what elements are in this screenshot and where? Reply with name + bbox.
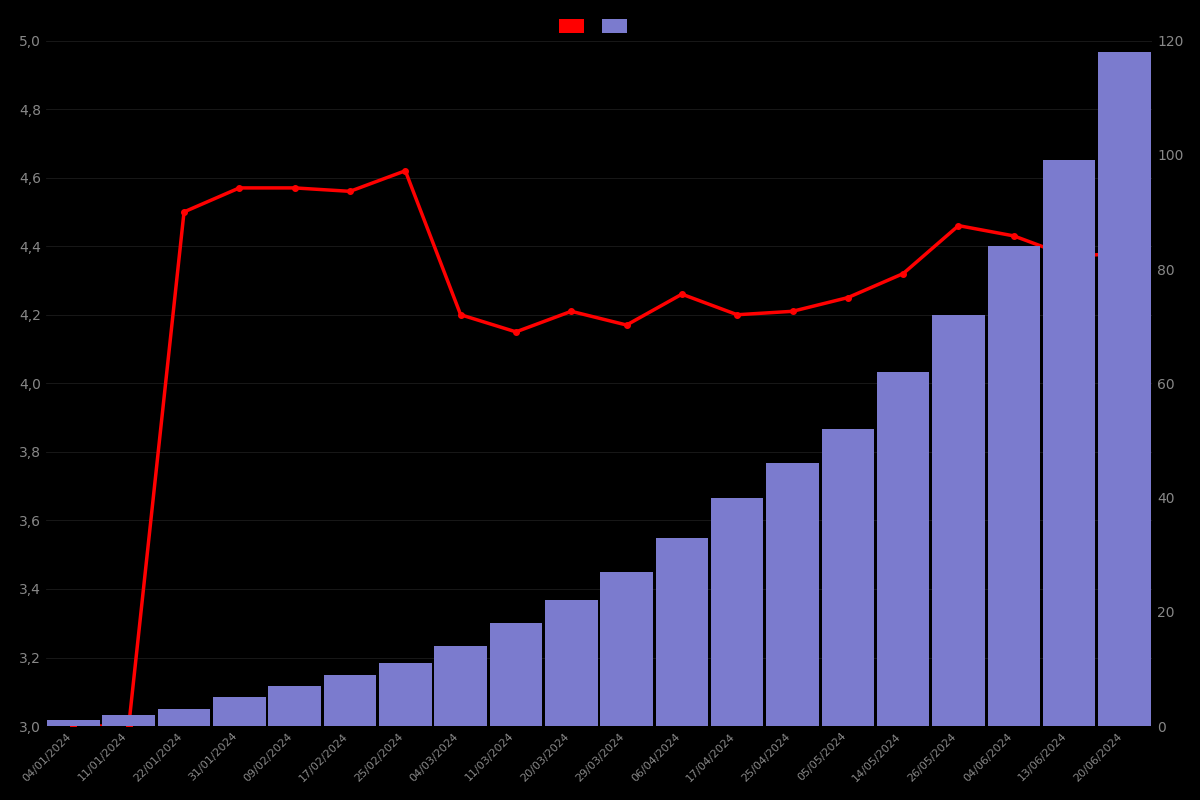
Bar — [877, 372, 930, 726]
Bar — [214, 698, 265, 726]
Bar — [1098, 52, 1151, 726]
Bar — [269, 686, 320, 726]
Bar — [545, 600, 598, 726]
Bar — [379, 663, 432, 726]
Bar — [490, 623, 542, 726]
Bar — [157, 709, 210, 726]
Bar — [710, 498, 763, 726]
Bar — [324, 674, 377, 726]
Bar — [600, 572, 653, 726]
Bar — [767, 463, 818, 726]
Bar — [822, 429, 874, 726]
Bar — [988, 246, 1040, 726]
Bar — [47, 720, 100, 726]
Bar — [434, 646, 487, 726]
Bar — [932, 314, 985, 726]
Legend: , : , — [553, 13, 644, 39]
Bar — [1043, 161, 1096, 726]
Bar — [102, 714, 155, 726]
Bar — [655, 538, 708, 726]
